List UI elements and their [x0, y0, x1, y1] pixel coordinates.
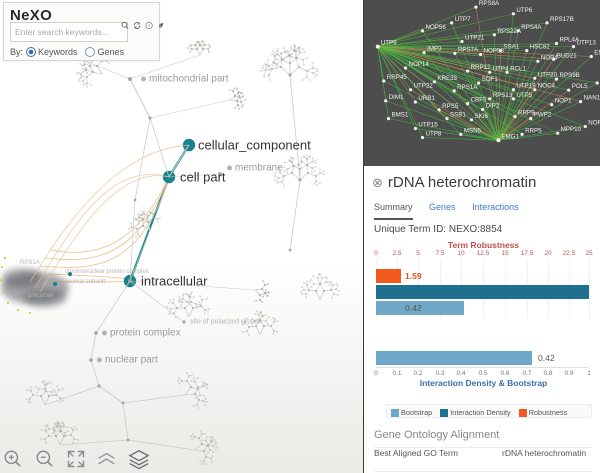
svg-text:IMP3: IMP3 [427, 46, 442, 53]
svg-text:RCL1: RCL1 [510, 65, 526, 72]
svg-text:BUD21: BUD21 [557, 52, 578, 59]
svg-text:MSN5: MSN5 [464, 127, 482, 134]
svg-text:UTP9: UTP9 [381, 40, 397, 47]
svg-text:DIP2: DIP2 [486, 103, 500, 110]
svg-text:UTP8: UTP8 [426, 131, 442, 138]
svg-text:SOF1: SOF1 [482, 76, 499, 83]
svg-text:BMS1: BMS1 [392, 112, 409, 119]
svg-text:PWP2: PWP2 [534, 112, 552, 119]
svg-text:UTP5: UTP5 [516, 92, 532, 99]
svg-text:RRP12: RRP12 [471, 64, 492, 71]
svg-text:NOC4: NOC4 [538, 83, 556, 90]
svg-text:CBF5: CBF5 [471, 97, 487, 104]
svg-text:RRP5: RRP5 [525, 127, 542, 134]
svg-text:EMG1: EMG1 [501, 133, 519, 140]
svg-text:RPS7A: RPS7A [458, 46, 479, 53]
svg-text:NAN1: NAN1 [584, 95, 600, 102]
svg-text:NOP1: NOP1 [555, 98, 572, 105]
svg-text:NOP56: NOP56 [426, 24, 447, 31]
svg-text:URB1: URB1 [418, 95, 435, 102]
svg-text:UTP22: UTP22 [414, 83, 434, 90]
svg-text:UTP20: UTP20 [538, 71, 558, 78]
svg-text:RPS8A: RPS8A [479, 0, 500, 7]
svg-text:UTP15: UTP15 [418, 122, 438, 129]
svg-text:NOP6: NOP6 [588, 120, 600, 127]
svg-text:HSC82: HSC82 [530, 44, 551, 51]
svg-text:RPS4A: RPS4A [521, 24, 542, 31]
svg-text:DIM1: DIM1 [389, 94, 404, 101]
svg-text:MPP10: MPP10 [561, 126, 582, 133]
svg-text:NOP4: NOP4 [541, 54, 558, 61]
svg-text:UTP21: UTP21 [465, 35, 485, 42]
svg-text:KRE33: KRE33 [437, 75, 457, 82]
svg-text:RPS9B: RPS9B [560, 72, 580, 79]
svg-text:UTP4: UTP4 [493, 65, 509, 72]
svg-text:POL5: POL5 [572, 83, 588, 90]
svg-text:RPS13: RPS13 [493, 92, 513, 99]
svg-text:SSA1: SSA1 [503, 44, 519, 51]
svg-text:RPS22A: RPS22A [497, 28, 522, 35]
svg-text:UTP6: UTP6 [516, 7, 532, 14]
svg-text:RRP45: RRP45 [387, 74, 408, 81]
svg-text:UTP13: UTP13 [577, 40, 597, 47]
svg-text:SSB1: SSB1 [450, 112, 466, 119]
svg-text:UTP7: UTP7 [455, 16, 471, 23]
svg-text:UTP18: UTP18 [516, 83, 536, 90]
svg-text:RRP9: RRP9 [518, 110, 535, 117]
svg-text:RPS17B: RPS17B [550, 16, 574, 23]
svg-text:ENP1: ENP1 [594, 50, 600, 57]
svg-text:RPS5: RPS5 [442, 103, 459, 110]
svg-text:RPS1A: RPS1A [457, 84, 478, 91]
svg-text:NOP58: NOP58 [484, 48, 505, 55]
svg-text:NOP14: NOP14 [409, 61, 430, 68]
svg-text:SKI6: SKI6 [475, 113, 489, 120]
